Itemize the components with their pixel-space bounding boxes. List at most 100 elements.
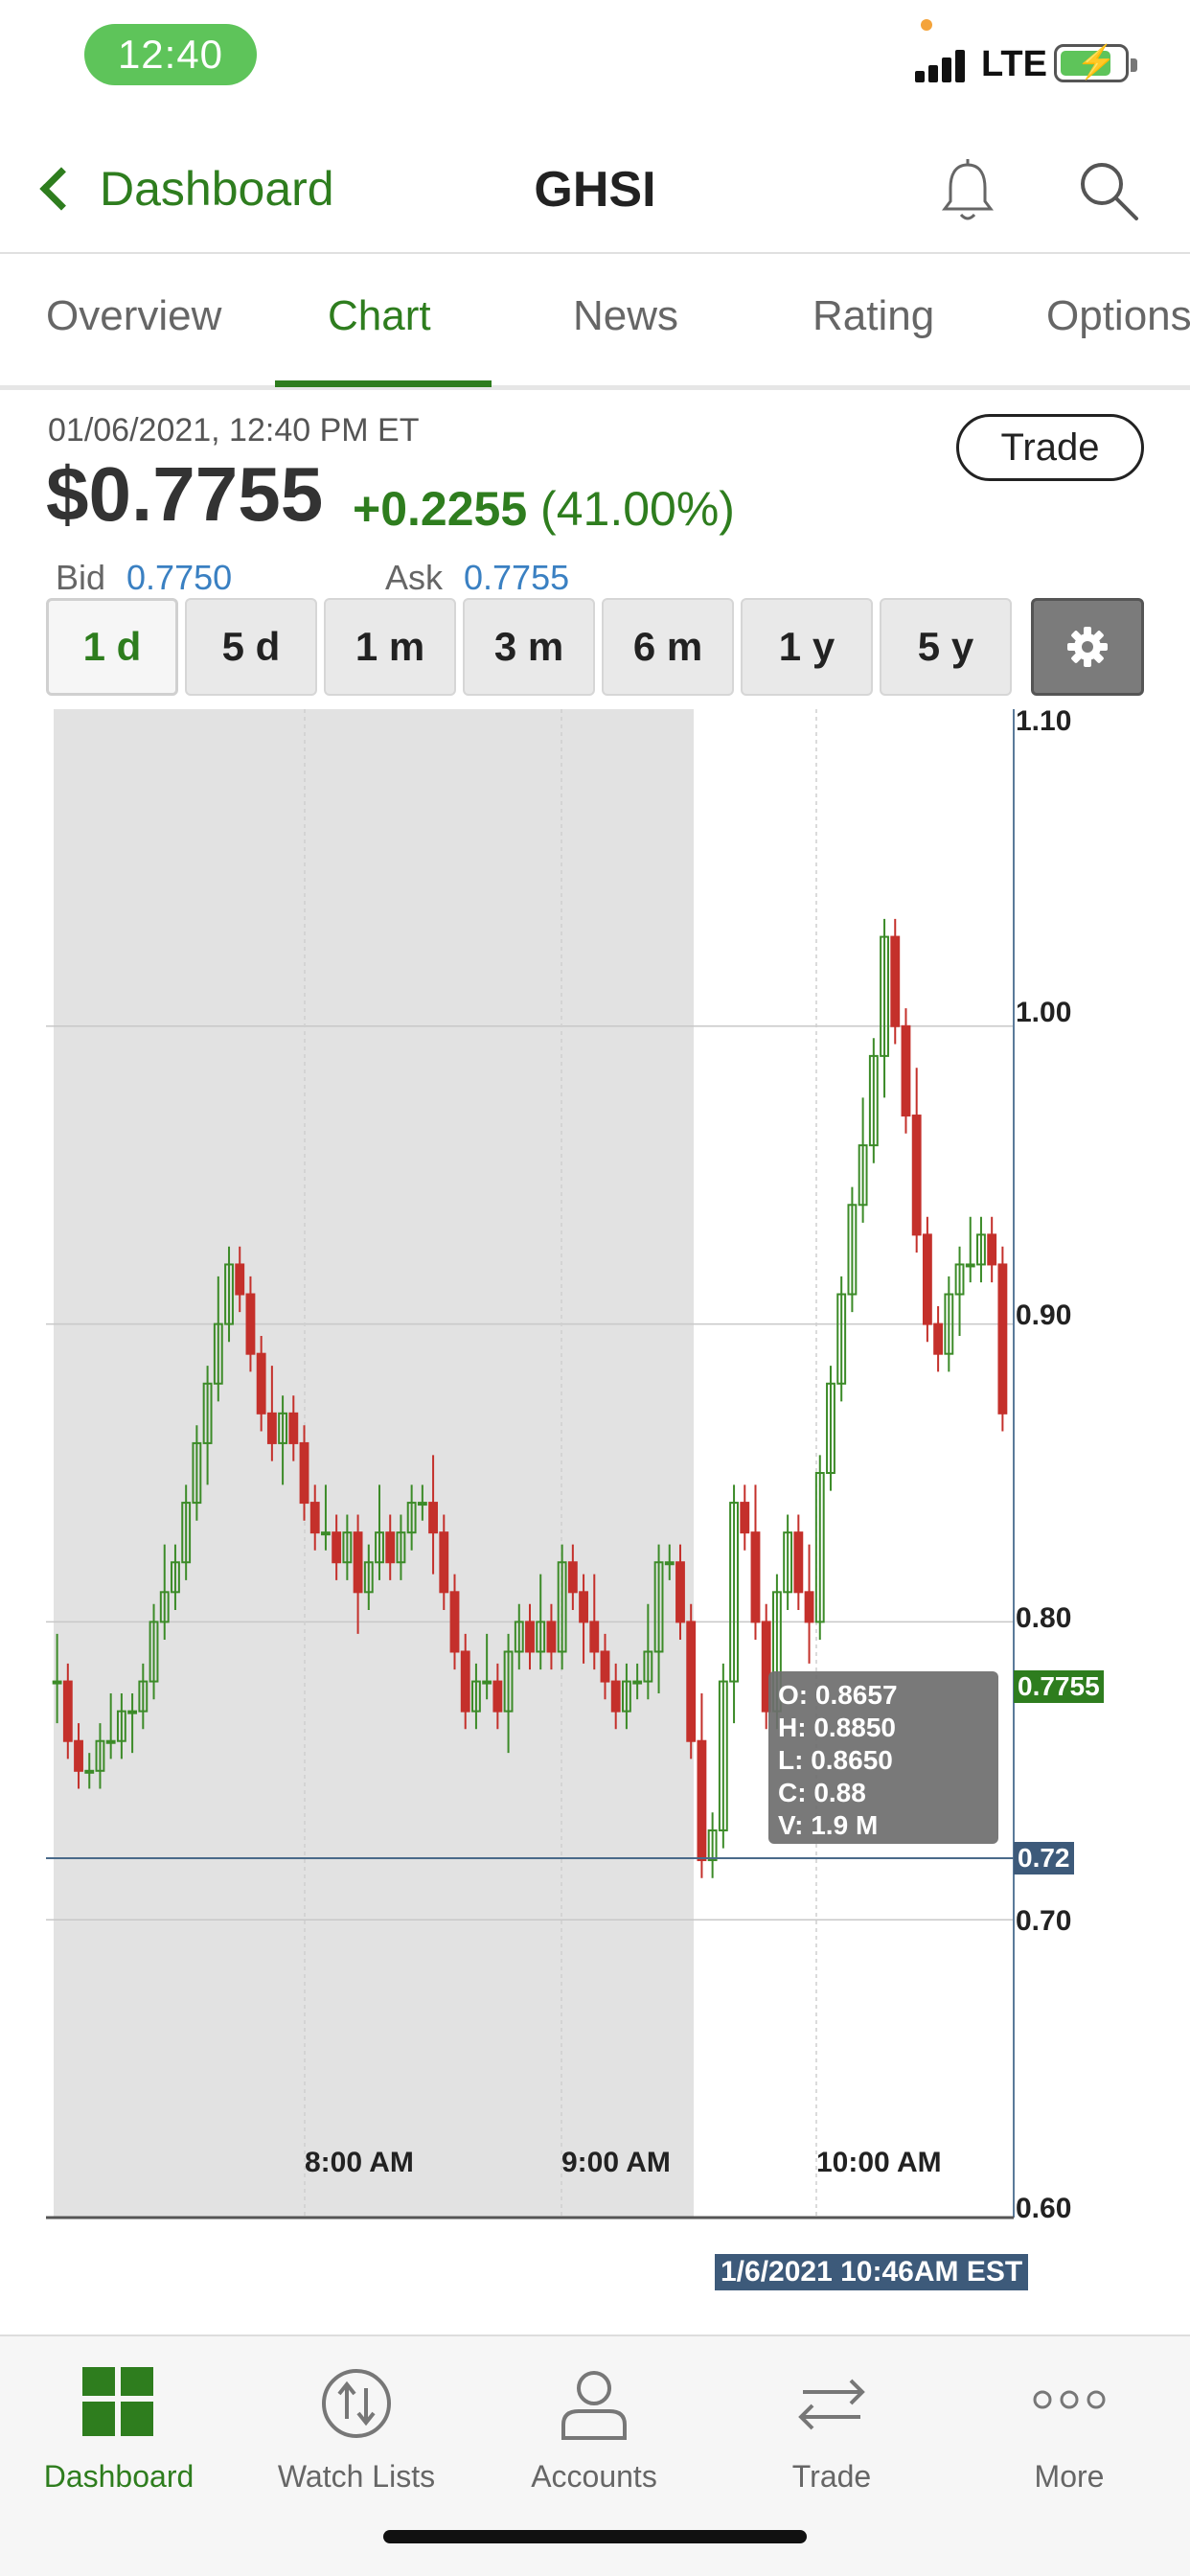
bottom-nav-watch-lists[interactable]: Watch Lists: [238, 2356, 475, 2495]
range-selector: 1 d 5 d 1 m 3 m 6 m 1 y 5 y: [46, 598, 1148, 698]
candle-body: [321, 1531, 331, 1536]
candle-body: [492, 1680, 503, 1713]
candle-body: [653, 1561, 664, 1653]
bottom-nav-more[interactable]: More: [950, 2356, 1188, 2495]
candle-body: [858, 1144, 868, 1207]
range-1y-button[interactable]: 1 y: [741, 598, 873, 696]
candle-body: [911, 1115, 922, 1236]
candlestick-chart[interactable]: [0, 709, 1190, 2290]
gear-icon: [1067, 627, 1108, 667]
bottom-nav-accounts[interactable]: Accounts: [475, 2356, 713, 2495]
bottom-nav-dashboard[interactable]: Dashboard: [0, 2356, 238, 2495]
candle-body: [610, 1680, 621, 1713]
candle-body: [181, 1502, 192, 1564]
crosshair-date-label: 1/6/2021 10:46AM EST: [715, 2254, 1029, 2290]
range-5d-button[interactable]: 5 d: [185, 598, 317, 696]
candle-body: [375, 1531, 384, 1564]
candle-body: [890, 935, 901, 1027]
candle-body: [266, 1412, 277, 1444]
bell-icon[interactable]: [939, 157, 996, 224]
network-type: LTE: [981, 44, 1047, 84]
candle-body: [546, 1621, 557, 1653]
signal-strength-icon: [915, 48, 973, 82]
back-button[interactable]: Dashboard: [34, 161, 334, 217]
change-percent: (41.00%): [540, 482, 735, 536]
price-chart[interactable]: 1.10 1.00 0.90 0.80 0.70 0.60 0.7755 0.7…: [0, 705, 1190, 2290]
candle-body: [74, 1739, 83, 1772]
candle-body: [954, 1263, 965, 1296]
candle-body: [396, 1531, 406, 1564]
tooltip-close: C: 0.88: [778, 1778, 866, 1807]
range-6m-button[interactable]: 6 m: [602, 598, 734, 696]
bottom-nav-label: More: [1034, 2459, 1105, 2494]
tooltip-open: O: 0.8657: [778, 1680, 898, 1710]
range-5y-button[interactable]: 5 y: [880, 598, 1012, 696]
candle-body: [245, 1293, 256, 1355]
y-tick-label: 1.00: [1016, 997, 1072, 1028]
candle-body: [224, 1263, 234, 1325]
ask-quote: Ask 0.7755: [385, 558, 569, 598]
privacy-indicator-dot: [921, 19, 932, 31]
trade-icon: [798, 2379, 865, 2430]
candle-body: [707, 1828, 718, 1862]
candle-body: [643, 1650, 653, 1683]
candle-body: [976, 1233, 986, 1266]
candle-body: [213, 1322, 223, 1385]
bottom-nav-label: Dashboard: [43, 2459, 195, 2494]
tab-news[interactable]: News: [573, 292, 679, 339]
candle-body: [171, 1561, 180, 1594]
candle-body: [686, 1621, 697, 1742]
candle-body: [449, 1591, 460, 1653]
crosshair-price-tag: 0.72: [1014, 1842, 1074, 1874]
price-change: +0.2255 (41.00%): [353, 481, 735, 537]
range-3m-button[interactable]: 3 m: [463, 598, 595, 696]
candle-body: [116, 1710, 126, 1742]
bottom-nav-trade[interactable]: Trade: [713, 2356, 950, 2495]
status-time: 12:40: [84, 24, 257, 85]
range-1m-button[interactable]: 1 m: [324, 598, 456, 696]
candle-body: [503, 1650, 514, 1713]
candle-body: [278, 1412, 288, 1444]
candle-body: [600, 1650, 610, 1683]
tooltip-low: L: 0.8650: [778, 1745, 893, 1775]
active-tab-indicator: [275, 380, 492, 387]
tab-options[interactable]: Options: [1046, 292, 1190, 339]
y-tick-label: 0.70: [1016, 1905, 1072, 1937]
candle-body: [159, 1591, 170, 1623]
x-tick-label: 10:00 AM: [816, 2147, 942, 2178]
tooltip-volume: V: 1.9 M: [778, 1810, 879, 1840]
candle-body: [536, 1621, 546, 1653]
more-icon: [1033, 2390, 1106, 2409]
candle-body: [847, 1204, 858, 1296]
search-icon[interactable]: [1075, 157, 1142, 224]
candle-body: [944, 1293, 954, 1355]
chart-settings-button[interactable]: [1031, 598, 1144, 696]
candle-body: [353, 1531, 363, 1594]
current-price-tag: 0.7755: [1014, 1670, 1104, 1703]
candle-body: [836, 1293, 847, 1385]
tab-overview[interactable]: Overview: [46, 292, 222, 339]
bid-label: Bid: [56, 558, 106, 597]
back-label: Dashboard: [100, 162, 334, 216]
tab-chart[interactable]: Chart: [328, 292, 431, 339]
candle-body: [299, 1441, 309, 1505]
range-1d-button[interactable]: 1 d: [46, 598, 178, 696]
bid-quote: Bid 0.7750: [56, 558, 232, 598]
trade-button[interactable]: Trade: [956, 414, 1144, 481]
candle-body: [149, 1621, 159, 1683]
candle-body: [868, 1054, 879, 1147]
candle-body: [95, 1739, 105, 1772]
candle-body: [814, 1472, 825, 1623]
candle-body: [256, 1352, 266, 1414]
tooltip-high: H: 0.8850: [778, 1713, 896, 1742]
bottom-nav-label: Trade: [791, 2459, 872, 2494]
candle-body: [621, 1680, 631, 1713]
candle-body: [880, 935, 889, 1057]
candle-body: [235, 1263, 245, 1296]
bid-value: 0.7750: [126, 558, 233, 597]
candle-body: [332, 1531, 342, 1564]
x-tick-label: 8:00 AM: [305, 2147, 414, 2178]
tab-bar: Overview Chart News Rating Options: [0, 256, 1190, 390]
tab-rating[interactable]: Rating: [812, 292, 935, 339]
candle-body: [965, 1263, 975, 1268]
